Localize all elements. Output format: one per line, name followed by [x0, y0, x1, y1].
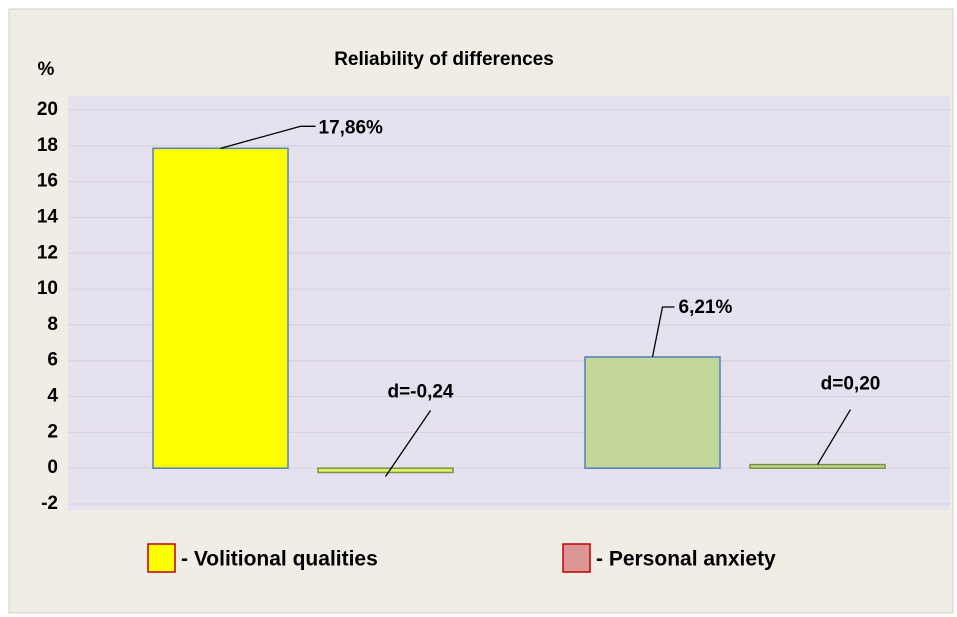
bar — [317, 467, 454, 474]
data-label: d=-0,24 — [387, 381, 453, 402]
y-tick-label: 2 — [47, 421, 58, 442]
label-leader — [816, 409, 852, 465]
y-tick-label: 4 — [47, 386, 58, 407]
y-tick-label: 20 — [37, 99, 58, 120]
data-label: 6,21% — [679, 297, 733, 318]
data-label: 17,86% — [319, 117, 384, 138]
y-tick-label: 6 — [47, 350, 58, 371]
y-axis-label: % — [38, 59, 55, 80]
label-leader — [384, 410, 432, 477]
data-label: d=0,20 — [821, 374, 881, 395]
label-leader — [220, 125, 316, 149]
legend-label: - Personal anxiety — [596, 548, 776, 571]
bar — [749, 463, 886, 469]
label-leader — [651, 306, 675, 358]
bar — [152, 147, 289, 469]
y-tick-label: 14 — [37, 206, 59, 227]
chart-title: Reliability of differences — [334, 49, 554, 70]
bar — [584, 356, 721, 469]
y-tick-label: 8 — [47, 314, 58, 335]
y-tick-label: 10 — [37, 278, 58, 299]
legend-swatch — [562, 543, 591, 573]
y-tick-label: 18 — [37, 135, 58, 156]
y-tick-label: 16 — [37, 171, 58, 192]
y-tick-label: 0 — [47, 457, 58, 478]
y-tick-label: -2 — [41, 493, 58, 514]
legend-label: - Volitional qualities — [181, 548, 378, 571]
y-tick-label: 12 — [37, 242, 58, 263]
legend-swatch — [147, 543, 176, 573]
